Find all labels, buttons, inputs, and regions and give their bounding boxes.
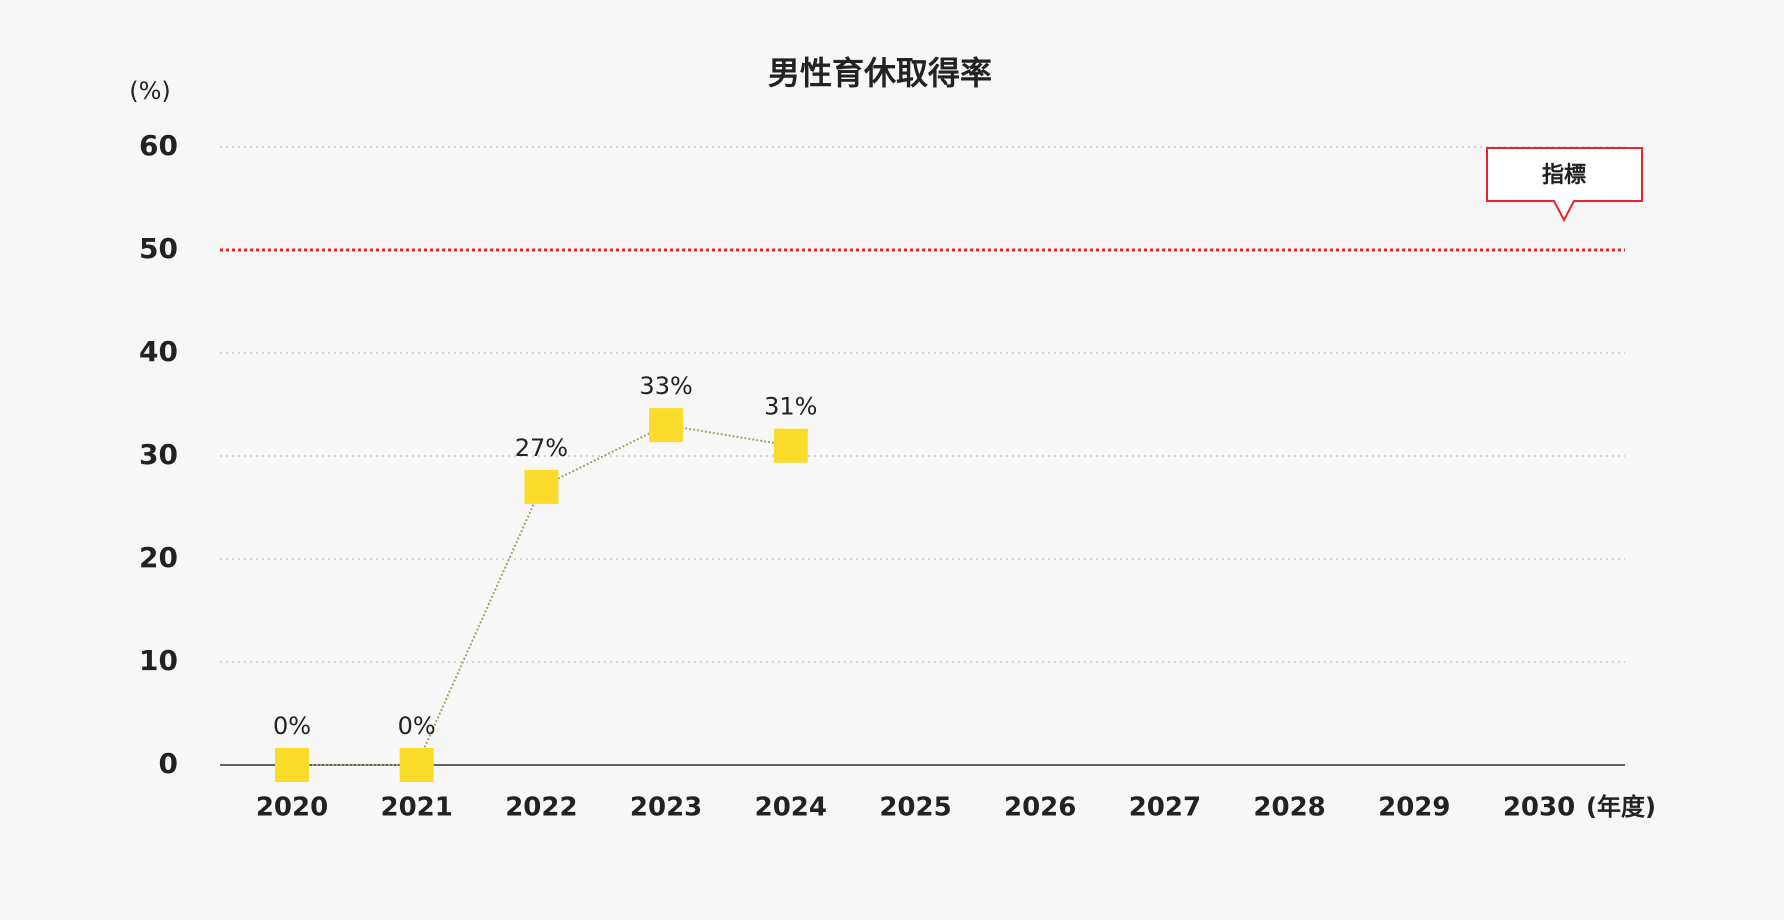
data-label: 31% [764, 393, 817, 421]
marker [773, 428, 808, 463]
chart-title: 男性育休取得率 [768, 54, 992, 92]
x-axis-label: (年度) [1586, 793, 1656, 821]
data-label: 33% [639, 372, 692, 400]
x-tick-label: 2023 [630, 793, 702, 823]
x-tick-label: 2020 [256, 793, 328, 823]
x-tick-label: 2028 [1253, 793, 1325, 823]
y-tick-label: 50 [139, 232, 178, 265]
x-tick-label: 2022 [505, 793, 577, 823]
marker [649, 408, 684, 443]
y-tick-label: 40 [139, 335, 178, 368]
data-label: 27% [515, 434, 568, 462]
x-tick-label: 2027 [1129, 793, 1201, 823]
target-label: 指標 [1542, 163, 1586, 188]
data-label: 0% [398, 712, 436, 740]
x-tick-label: 2029 [1378, 793, 1450, 823]
y-tick-label: 20 [139, 541, 178, 574]
marker [399, 748, 434, 782]
y-tick-label: 0 [159, 747, 178, 780]
y-axis-label: (%) [129, 77, 171, 105]
y-tick-label: 30 [139, 438, 178, 471]
x-tick-label: 2024 [755, 793, 827, 823]
x-tick-label: 2030 [1503, 793, 1575, 823]
x-tick-label: 2021 [381, 793, 453, 823]
data-label: 0% [273, 712, 311, 740]
x-tick-label: 2025 [879, 793, 951, 823]
marker [524, 469, 559, 504]
target-callout [1486, 147, 1643, 223]
marker [275, 748, 309, 782]
y-tick-label: 60 [139, 129, 178, 162]
x-tick-label: 2026 [1004, 793, 1076, 823]
y-tick-label: 10 [139, 644, 178, 677]
